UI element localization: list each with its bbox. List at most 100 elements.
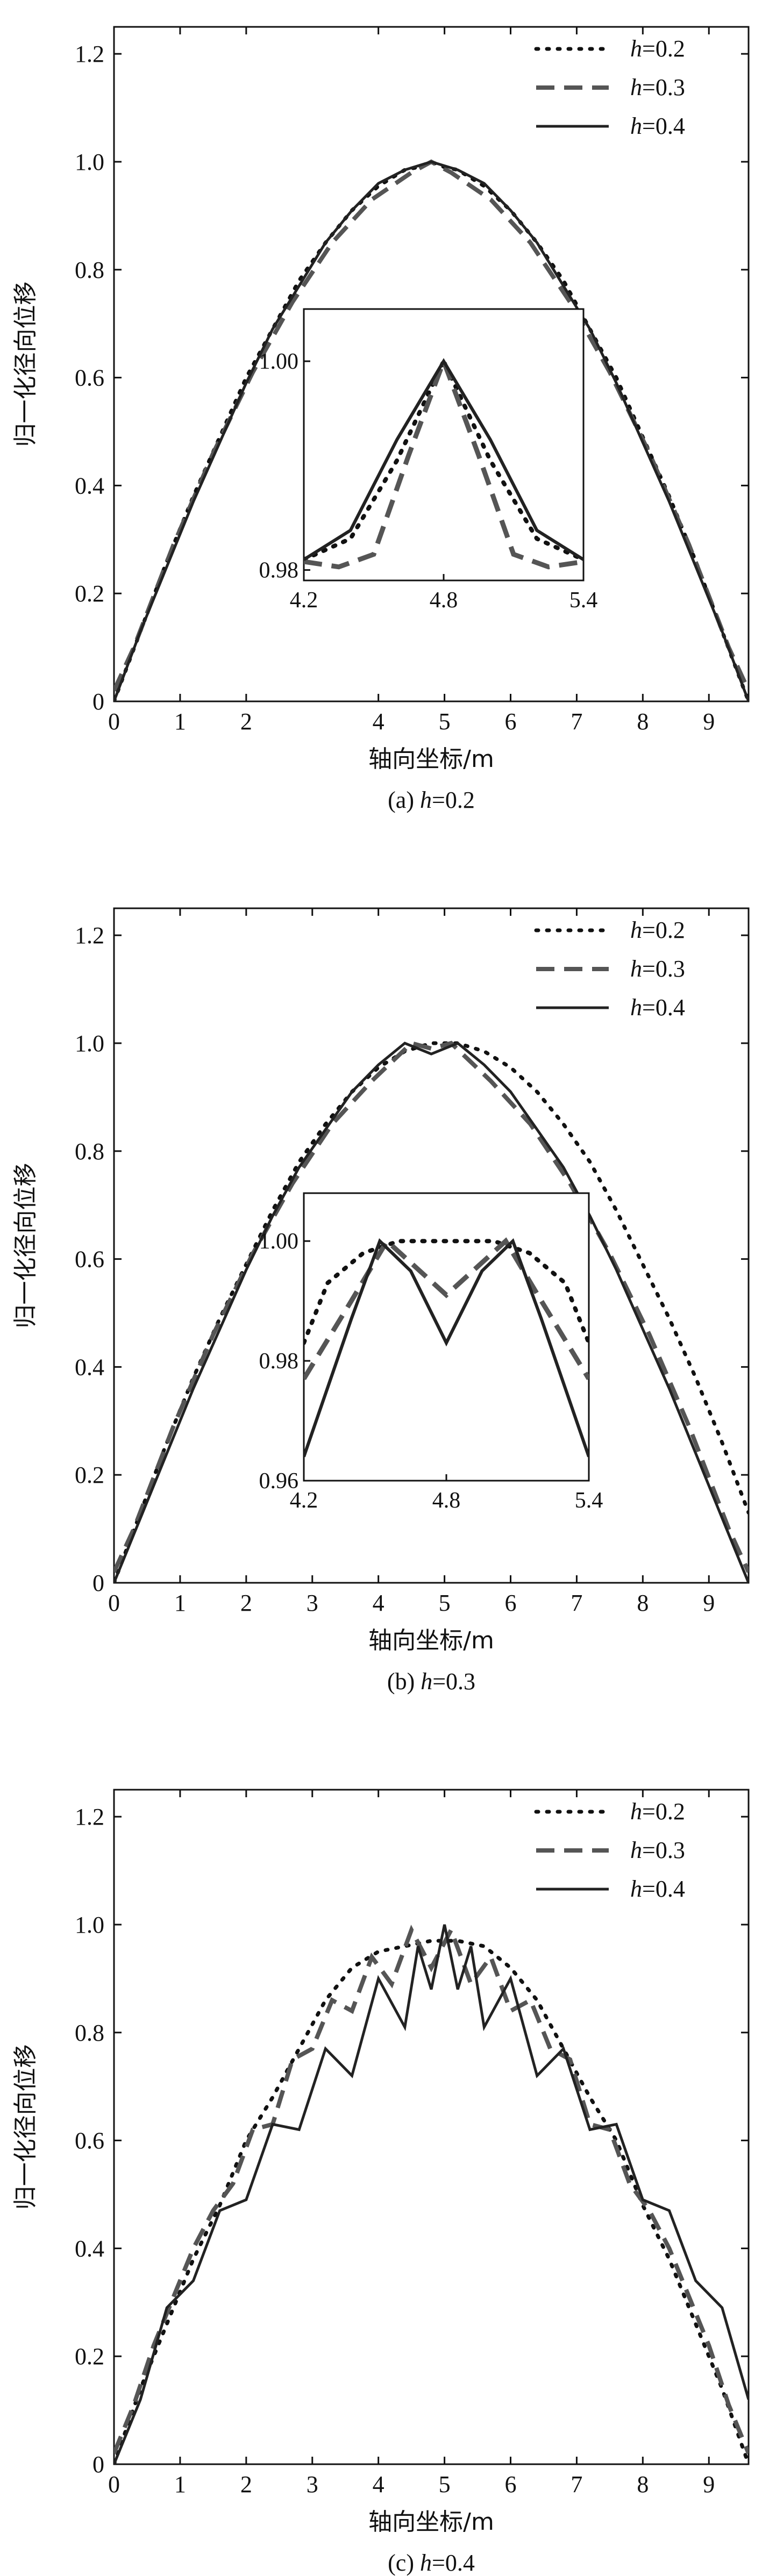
x-tick-label: 6 [505, 2471, 517, 2498]
legend-value: =0.3 [642, 74, 685, 101]
series-line-dashed [114, 1041, 749, 1573]
y-tick-label: 0.2 [75, 2343, 104, 2370]
x-tick-label: 7 [571, 1590, 582, 1616]
legend-var: h [630, 1837, 642, 1863]
inset-y-tick-label: 0.98 [259, 1349, 299, 1374]
legend-entry: h=0.2 [630, 1798, 685, 1825]
inset-y-tick-label: 1.00 [259, 1229, 299, 1254]
x-tick-label: 4 [373, 708, 384, 735]
inset-series-line-solid [304, 1238, 589, 1458]
inset-plot: 4.2 4.8 5.4 0.98 1.00 [259, 308, 598, 613]
chart-panel-1: 0 1 2 4 5 6 7 8 9 0 0.2 0.4 0.6 0.8 1.0 1.2 轴向坐标/m 归一化径向位… [12, 26, 750, 813]
inset-x-tick-label: 5.4 [569, 588, 598, 613]
y-tick-label: 0.6 [75, 365, 104, 391]
inset-x-tick-label: 5.4 [575, 1488, 603, 1513]
legend-var: h [630, 113, 642, 139]
legend-value: =0.3 [642, 956, 685, 982]
caption-prefix: (c) [388, 2550, 420, 2576]
y-tick-label: 0 [92, 688, 104, 715]
series-line-dotted [114, 1939, 749, 2464]
x-tick-label: 3 [307, 1590, 318, 1616]
caption-var: h [420, 2550, 432, 2576]
plot-frame [113, 1789, 750, 2465]
inset-x-tick-label: 4.2 [290, 588, 318, 613]
inset-series-line-dotted [304, 356, 583, 562]
legend-var: h [630, 74, 642, 101]
x-axis-title: 轴向坐标/m [368, 1627, 494, 1654]
y-axis-title: 归一化径向位移 [12, 282, 39, 447]
y-tick-label: 0.2 [75, 1462, 104, 1488]
legend-entry: h=0.4 [630, 994, 685, 1021]
y-axis-title: 归一化径向位移 [12, 1163, 39, 1329]
inset-y-tick-label: 0.96 [259, 1469, 299, 1494]
y-tick-label: 0.4 [75, 472, 104, 499]
caption-prefix: (b) [387, 1668, 421, 1695]
x-tick-label: 5 [439, 2471, 451, 2498]
legend-value: =0.2 [642, 1798, 685, 1825]
legend-value: =0.4 [642, 113, 685, 139]
x-tick-label: 0 [108, 1590, 120, 1616]
inset-plot: 4.2 4.8 5.4 0.96 0.98 1.00 [259, 1192, 603, 1513]
legend-entry: h=0.4 [630, 1876, 685, 1902]
x-tick-label: 8 [637, 708, 649, 735]
series-line-solid [114, 1042, 749, 1583]
legend-value: =0.4 [642, 994, 685, 1021]
x-tick-label: 4 [373, 1590, 384, 1616]
x-tick-label: 5 [439, 708, 451, 735]
legend-entry: h=0.3 [630, 74, 685, 101]
x-tick-label: 7 [571, 2471, 582, 2498]
y-tick-label: 1.0 [75, 1030, 104, 1057]
plot-frame [113, 26, 750, 702]
inset-x-tick-label: 4.2 [290, 1488, 318, 1513]
x-tick-label: 1 [174, 1590, 186, 1616]
x-tick-label: 5 [439, 1590, 451, 1616]
y-tick-label: 0 [92, 1570, 104, 1596]
x-tick-label: 8 [637, 2471, 649, 2498]
legend-entry: h=0.2 [630, 35, 685, 62]
inset-series-line-solid [304, 358, 583, 561]
x-tick-label: 9 [703, 1590, 715, 1616]
x-tick-label: 9 [703, 708, 715, 735]
y-tick-label: 0.8 [75, 2020, 104, 2046]
x-tick-label: 6 [505, 708, 517, 735]
x-tick-label: 9 [703, 2471, 715, 2498]
chart-panel-2: 0 1 2 3 4 5 6 7 8 9 0 0.2 0.4 0.6 0.8 1.0 1.2 轴向坐标/m 归一化径向… [12, 907, 750, 1695]
caption-var: h [420, 787, 432, 813]
x-axis-title: 轴向坐标/m [368, 745, 494, 773]
legend-var: h [630, 956, 642, 982]
legend-var: h [630, 917, 642, 943]
caption-var: h [421, 1668, 432, 1695]
inset-series-line-dotted [304, 1239, 589, 1345]
series-line-solid [114, 1924, 749, 2464]
x-tick-label: 7 [571, 708, 582, 735]
inset-series-line-dashed [304, 1237, 589, 1380]
legend-var: h [630, 1876, 642, 1902]
y-tick-label: 0.4 [75, 1354, 104, 1380]
x-axis-title: 轴向坐标/m [368, 2508, 494, 2536]
inset-y-tick-label: 0.98 [259, 558, 299, 583]
legend-var: h [630, 35, 642, 62]
x-tick-label: 2 [240, 1590, 252, 1616]
y-tick-label: 0.8 [75, 1138, 104, 1165]
y-tick-label: 1.2 [75, 922, 104, 949]
caption: (a) h=0.2 [388, 787, 475, 813]
inset-x-tick-label: 4.8 [432, 1488, 461, 1513]
legend-entry: h=0.3 [630, 1837, 685, 1863]
legend-value: =0.4 [642, 1876, 685, 1902]
x-tick-label: 0 [108, 2471, 120, 2498]
legend-var: h [630, 1798, 642, 1825]
y-tick-label: 0.8 [75, 257, 104, 283]
x-tick-label: 6 [505, 1590, 517, 1616]
inset-y-tick-label: 1.00 [259, 349, 299, 374]
inset-x-tick-label: 4.8 [430, 588, 458, 613]
x-tick-label: 8 [637, 1590, 649, 1616]
x-tick-label: 2 [240, 2471, 252, 2498]
y-tick-label: 0.6 [75, 1246, 104, 1273]
chart-panel-3: 0 1 2 3 4 5 6 7 8 9 0 0.2 0.4 0.6 0.8 1.0 1.2 轴向坐标/m 归一化径向… [12, 1789, 750, 2576]
y-tick-label: 0.6 [75, 2128, 104, 2154]
caption: (c) h=0.4 [388, 2550, 475, 2576]
legend-entry: h=0.2 [630, 917, 685, 943]
x-tick-label: 4 [373, 2471, 384, 2498]
series-line-solid [114, 160, 749, 701]
